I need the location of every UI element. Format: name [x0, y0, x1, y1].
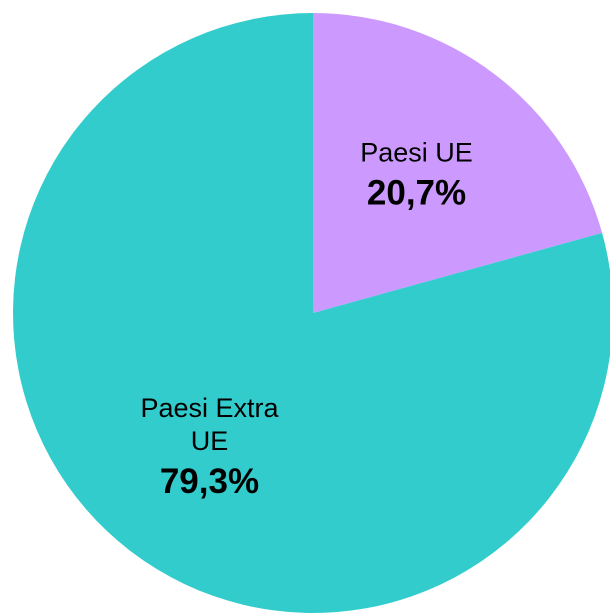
- pie-slice: [13, 13, 610, 613]
- category-label: Paesi Extra UE: [140, 393, 279, 457]
- category-label: Paesi UE: [360, 137, 473, 168]
- slice-label: Paesi Extra UE 79,3%: [119, 392, 299, 506]
- pie-slice: [313, 13, 603, 313]
- value-label: 20,7%: [366, 173, 467, 213]
- value-label: 79,3%: [159, 462, 260, 502]
- slice-label: Paesi UE 20,7%: [327, 136, 507, 217]
